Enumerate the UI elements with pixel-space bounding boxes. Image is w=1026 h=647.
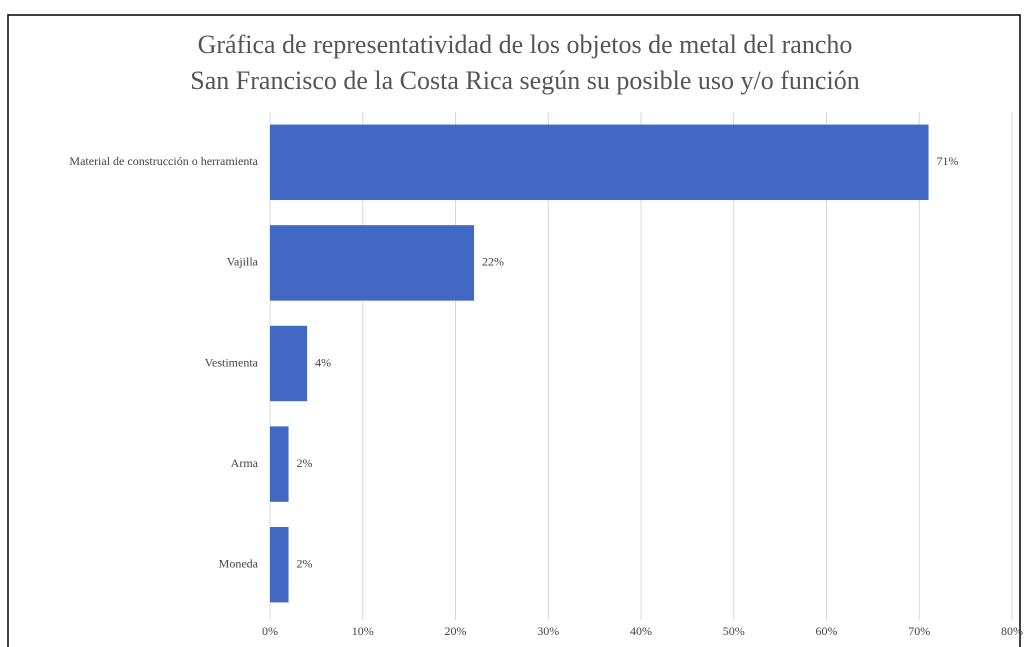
y-tick-label: Arma bbox=[231, 456, 259, 470]
chart-title: Gráfica de representatividad de los obje… bbox=[198, 30, 853, 59]
data-label: 2% bbox=[297, 556, 313, 570]
x-tick-label: 70% bbox=[908, 624, 930, 638]
bar bbox=[270, 526, 289, 603]
frame bbox=[7, 14, 1021, 647]
y-tick-label: Vestimenta bbox=[205, 355, 259, 369]
bar bbox=[270, 325, 308, 402]
y-tick-label: Moneda bbox=[219, 556, 259, 570]
x-tick-label: 10% bbox=[352, 624, 374, 638]
x-tick-label: 60% bbox=[816, 624, 838, 638]
y-tick-label: Vajilla bbox=[227, 255, 259, 269]
data-label: 4% bbox=[315, 355, 331, 369]
x-tick-label: 40% bbox=[630, 624, 652, 638]
bar bbox=[270, 426, 289, 502]
bar bbox=[270, 124, 929, 201]
x-tick-label: 30% bbox=[537, 624, 559, 638]
data-label: 71% bbox=[937, 154, 959, 168]
x-tick-label: 20% bbox=[445, 624, 467, 638]
x-tick-label: 0% bbox=[262, 624, 278, 638]
chart-title: San Francisco de la Costa Rica según su … bbox=[190, 66, 859, 95]
data-label: 22% bbox=[482, 255, 504, 269]
data-label: 2% bbox=[297, 456, 313, 470]
x-tick-label: 80% bbox=[1001, 624, 1023, 638]
y-tick-label: Material de construcción o herramienta bbox=[69, 154, 258, 168]
x-tick-label: 50% bbox=[723, 624, 745, 638]
bar bbox=[270, 225, 475, 301]
